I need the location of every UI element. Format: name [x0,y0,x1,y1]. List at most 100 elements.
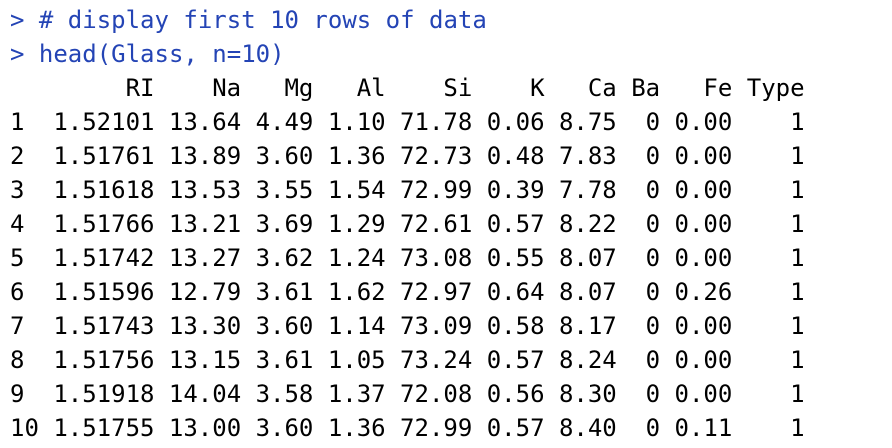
data-row: 9 1.51918 14.04 3.58 1.37 72.08 0.56 8.30 0 0.00 1 [10,377,892,411]
cell: 73.09 [400,312,473,340]
cell: 1.29 [327,210,386,238]
cell: 7.83 [558,142,617,170]
cell: 1.62 [327,278,386,306]
cell: 3.60 [255,142,314,170]
cell: 0.00 [674,108,733,136]
cell: 0.57 [486,414,545,442]
cell: 0 [645,414,661,442]
cell: 1 [790,414,805,442]
cell: 3.58 [255,380,314,408]
cell: 13.27 [168,244,242,272]
cell: 1.51742 [53,244,155,272]
cell: 1.51766 [53,210,155,238]
column-header: RI [125,74,155,102]
cell: 1 [790,108,805,136]
cell: 0.00 [674,346,733,374]
cell: 8.07 [558,244,617,272]
command-line: > # display first 10 rows of data [10,6,487,34]
cell: 3.61 [255,278,314,306]
row-name: 7 [10,312,25,340]
cell: 1.36 [327,142,386,170]
row-name: 5 [10,244,25,272]
row-name: 6 [10,278,25,306]
cell: 8.24 [558,346,617,374]
cell: 1.36 [327,414,386,442]
column-header: Type [746,74,805,102]
row-name: 9 [10,380,25,408]
cell: 1.51761 [53,142,155,170]
cell: 1.52101 [53,108,155,136]
cell: 0 [645,346,661,374]
cell: 7.78 [558,176,617,204]
cell: 0.00 [674,244,733,272]
cell: 1.14 [327,312,386,340]
cell: 0.57 [486,346,545,374]
cell: 8.17 [558,312,617,340]
cell: 0 [645,278,661,306]
cell: 1 [790,380,805,408]
cell: 13.64 [168,108,242,136]
data-row: 1 1.52101 13.64 4.49 1.10 71.78 0.06 8.75 0 0.00 1 [10,105,892,139]
cell: 3.62 [255,244,314,272]
cell: 1.24 [327,244,386,272]
cell: 8.22 [558,210,617,238]
data-row: 6 1.51596 12.79 3.61 1.62 72.97 0.64 8.07 0 0.26 1 [10,275,892,309]
cell: 14.04 [168,380,242,408]
cell: 0 [645,142,661,170]
cell: 0 [645,176,661,204]
cell: 1.05 [327,346,386,374]
cell: 13.30 [168,312,242,340]
row-name: 1 [10,108,25,136]
cell: 1.10 [327,108,386,136]
cell: 1.51618 [53,176,155,204]
column-header: K [530,74,545,102]
column-header: Fe [703,74,733,102]
data-row: 10 1.51755 13.00 3.60 1.36 72.99 0.57 8.40 0 0.11… [10,411,892,445]
column-header: Mg [284,74,314,102]
cell: 0.00 [674,380,733,408]
column-header: Ba [631,74,661,102]
cell: 0.48 [486,142,545,170]
cell: 0.06 [486,108,545,136]
cell: 1 [790,210,805,238]
cell: 0.58 [486,312,545,340]
cell: 72.08 [400,380,473,408]
data-row: 8 1.51756 13.15 3.61 1.05 73.24 0.57 8.24 0 0.00 1 [10,343,892,377]
cell: 0.11 [674,414,733,442]
cell: 0 [645,108,661,136]
cell: 73.24 [400,346,473,374]
cell: 13.15 [168,346,242,374]
output-table: RI Na Mg Al Si K Ca Ba Fe Type 1 1.52101 13.64 4.49 1.… [10,71,892,445]
cell: 0.64 [486,278,545,306]
cell: 1.51743 [53,312,155,340]
data-row: 3 1.51618 13.53 3.55 1.54 72.99 0.39 7.78 0 0.00 1 [10,173,892,207]
cell: 1.37 [327,380,386,408]
cell: 0.26 [674,278,733,306]
header-row: RI Na Mg Al Si K Ca Ba Fe Type [10,71,892,105]
cell: 1.51756 [53,346,155,374]
cell: 8.07 [558,278,617,306]
cell: 4.49 [255,108,314,136]
cell: 8.40 [558,414,617,442]
cell: 12.79 [168,278,242,306]
cell: 8.30 [558,380,617,408]
cell: 1 [790,346,805,374]
data-row: 2 1.51761 13.89 3.60 1.36 72.73 0.48 7.83 0 0.00 1 [10,139,892,173]
cell: 8.75 [558,108,617,136]
cell: 13.21 [168,210,242,238]
cell: 1 [790,176,805,204]
cell: 0.55 [486,244,545,272]
cell: 0 [645,244,661,272]
command-line: > head(Glass, n=10) [10,40,285,68]
cell: 72.99 [400,414,473,442]
cell: 13.00 [168,414,242,442]
cell: 1.51596 [53,278,155,306]
cell: 13.89 [168,142,242,170]
cell: 0.00 [674,210,733,238]
row-name: 3 [10,176,25,204]
row-name: 10 [10,414,39,442]
cell: 73.08 [400,244,473,272]
cell: 3.69 [255,210,314,238]
cell: 0 [645,210,661,238]
